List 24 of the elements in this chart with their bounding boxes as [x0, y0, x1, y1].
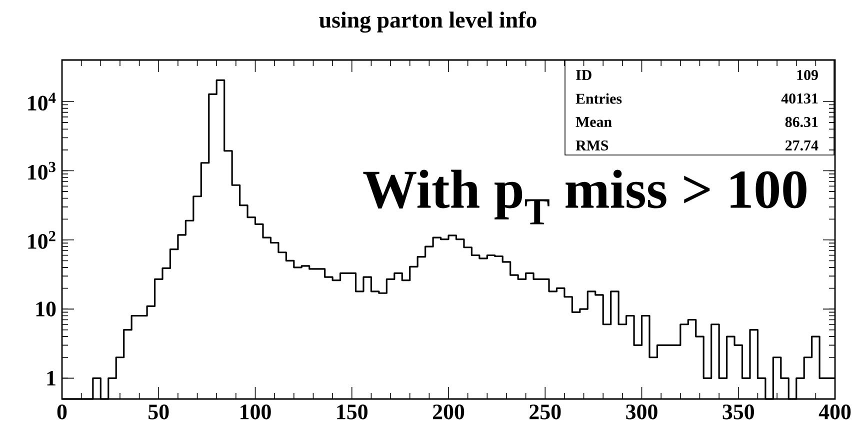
annotation: 27.74 — [785, 140, 818, 151]
y-tick-label: 10$^{3}$ — [28, 162, 56, 180]
annotation: Mean — [576, 117, 612, 127]
y-tick-label: 10$^{2}$ — [28, 230, 56, 249]
annotation: ID — [576, 70, 592, 80]
annotation: 109 — [797, 70, 818, 80]
x-tick-label: 300 — [626, 404, 658, 420]
x-tick-label: 400 — [818, 404, 851, 420]
chart-title: using parton level info — [319, 11, 536, 33]
x-tick-label: 250 — [530, 404, 561, 420]
x-tick-label: 50 — [148, 404, 169, 420]
x-tick-label: 350 — [722, 404, 754, 420]
annotation: 40131 — [781, 93, 818, 104]
y-tick-label: 10 — [36, 302, 56, 316]
annotation: With p$_{T}$ miss > 100 — [363, 170, 806, 224]
x-tick-label: 0 — [57, 404, 67, 420]
annotation: 86.31 — [785, 116, 818, 128]
x-tick-label: 100 — [240, 404, 271, 420]
annotation: Entries — [576, 93, 622, 104]
y-tick-label: 10$^{4}$ — [28, 92, 56, 111]
y-tick-label: 1 — [47, 370, 56, 386]
x-tick-label: 150 — [337, 404, 368, 420]
annotation: RMS — [576, 140, 608, 151]
x-tick-label: 200 — [432, 404, 464, 420]
